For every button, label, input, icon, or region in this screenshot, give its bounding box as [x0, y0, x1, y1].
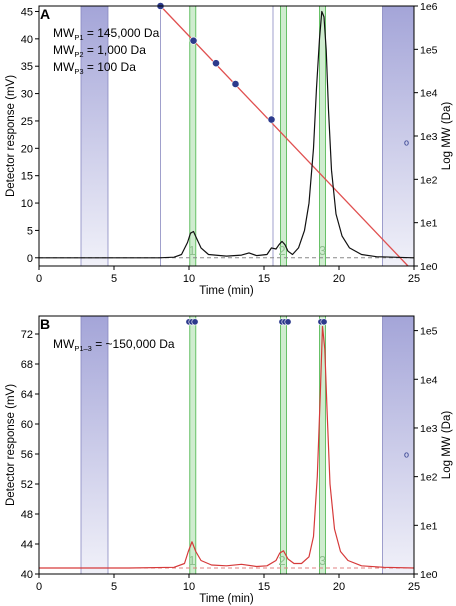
- x-tick-label: 5: [111, 581, 117, 593]
- x-tick-label: 5: [111, 273, 117, 285]
- x-tick-label: 25: [408, 273, 420, 285]
- purple-band: [81, 6, 108, 266]
- mw-annotation: MWP2 = 1,000 Da: [53, 43, 146, 59]
- x-tick-label: 10: [183, 581, 195, 593]
- x-tick-label: 15: [258, 273, 270, 285]
- green-band: [189, 6, 196, 266]
- y2-tick-label: 1e1: [420, 520, 438, 532]
- x-tick-label: 25: [408, 581, 420, 593]
- green-band: [189, 316, 196, 574]
- purple-band: [382, 316, 414, 574]
- purple-band: [382, 6, 414, 266]
- side-marker: o: [404, 450, 409, 460]
- y2-tick-label: 1e2: [420, 174, 438, 186]
- green-band: [319, 6, 326, 266]
- chromatogram-trace: [39, 325, 415, 569]
- y2-tick-label: 1e3: [420, 131, 438, 143]
- x-axis-label: Time (min): [199, 593, 254, 605]
- y-tick-label: 25: [21, 116, 33, 128]
- calibration-point: [284, 318, 292, 326]
- y2-tick-label: 1e4: [420, 88, 438, 100]
- peak-label: 1: [188, 243, 195, 258]
- calibration-line: [160, 5, 409, 267]
- y-tick-label: 68: [21, 359, 33, 371]
- mw-value: = ~150,000 Da: [92, 337, 175, 351]
- y-tick-label: 64: [21, 389, 33, 401]
- x-axis-label: Time (min): [199, 285, 254, 297]
- mw-symbol: MW: [53, 60, 75, 74]
- y-tick-label: 10: [21, 198, 33, 210]
- x-tick-label: 0: [36, 273, 42, 285]
- y2-axis-label: Log MW (Da): [441, 411, 453, 480]
- peak-label: 3: [319, 553, 326, 568]
- y-tick-label: 48: [21, 509, 33, 521]
- y2-tick-label: 1e4: [420, 374, 438, 386]
- mw-subscript: P1–3: [74, 344, 92, 353]
- y-tick-label: 35: [21, 61, 33, 73]
- y-tick-label: 44: [21, 539, 33, 551]
- panel-label: B: [40, 316, 50, 332]
- purple-band: [81, 316, 108, 574]
- y2-tick-label: 1e2: [420, 472, 438, 484]
- mw-value: = 1,000 Da: [84, 43, 147, 57]
- mw-annotation: MWP1–3 = ~150,000 Da: [53, 337, 175, 353]
- mw-value: = 145,000 Da: [84, 26, 160, 40]
- plot-frame: [38, 315, 415, 575]
- y2-tick-label: 1e1: [420, 218, 438, 230]
- mw-subscript: P2: [74, 50, 83, 59]
- y-tick-label: 52: [21, 479, 33, 491]
- y-tick-label: 72: [21, 329, 33, 341]
- y-tick-label: 30: [21, 89, 33, 101]
- mw-annotation: MWP3 = 100 Da: [53, 60, 136, 76]
- x-tick-label: 0: [36, 581, 42, 593]
- peak-label: 1: [188, 553, 195, 568]
- y-tick-label: 0: [27, 253, 33, 265]
- y-tick-label: 40: [21, 34, 33, 46]
- y2-tick-label: 1e3: [420, 423, 438, 435]
- calibration-point: [231, 80, 240, 88]
- y2-tick-label: 1e0: [420, 569, 438, 581]
- y-tick-label: 40: [21, 569, 33, 581]
- y-axis-label: Detector response (mV): [5, 75, 17, 197]
- x-tick-label: 20: [333, 581, 345, 593]
- peak-label: 3: [319, 243, 326, 258]
- peak-label: 2: [278, 243, 285, 258]
- y-tick-label: 5: [27, 225, 33, 237]
- green-band: [319, 316, 326, 574]
- x-tick-label: 20: [333, 273, 345, 285]
- mw-subscript: P3: [74, 67, 83, 76]
- peak-label: 2: [278, 553, 285, 568]
- mw-symbol: MW: [53, 337, 75, 351]
- mw-symbol: MW: [53, 26, 75, 40]
- panel-a: 1 2 3 o 0 5 10 15 20 25 0 5 10 15 20 25 30 35 40 45 1e0 1e1 1e…: [5, 1, 453, 297]
- y-tick-label: 56: [21, 449, 33, 461]
- calibration-point: [267, 115, 276, 124]
- y-tick-label: 60: [21, 419, 33, 431]
- y2-tick-label: 1e5: [420, 44, 438, 56]
- mw-symbol: MW: [53, 43, 75, 57]
- chromatogram-trace: [39, 10, 415, 259]
- y-axis-label: Detector response (mV): [5, 384, 17, 506]
- x-tick-label: 15: [258, 581, 270, 593]
- calibration-point: [191, 318, 199, 326]
- x-tick-label: 10: [183, 273, 195, 285]
- y-tick-label: 45: [21, 6, 33, 18]
- panel-label: A: [40, 6, 50, 22]
- y-tick-label: 15: [21, 171, 33, 183]
- y-tick-label: 20: [21, 143, 33, 155]
- calibration-point: [189, 36, 198, 45]
- y2-tick-label: 1e6: [420, 1, 438, 13]
- green-band: [280, 316, 287, 574]
- calibration-point: [212, 59, 220, 68]
- y2-tick-label: 1e0: [420, 261, 438, 273]
- panel-b: 1 2 3 o 0 5 10 15 20 25 40 44 48 52 56 60 64 68 72 1e0 1e1 1e…: [5, 315, 453, 605]
- calibration-point: [320, 318, 328, 326]
- y2-tick-label: 1e5: [420, 326, 438, 338]
- y2-axis-label: Log MW (Da): [441, 102, 453, 171]
- side-marker: o: [404, 138, 409, 148]
- mw-value: = 100 Da: [84, 60, 137, 74]
- mw-annotation: MWP1 = 145,000 Da: [53, 26, 160, 42]
- mw-subscript: P1: [74, 33, 83, 42]
